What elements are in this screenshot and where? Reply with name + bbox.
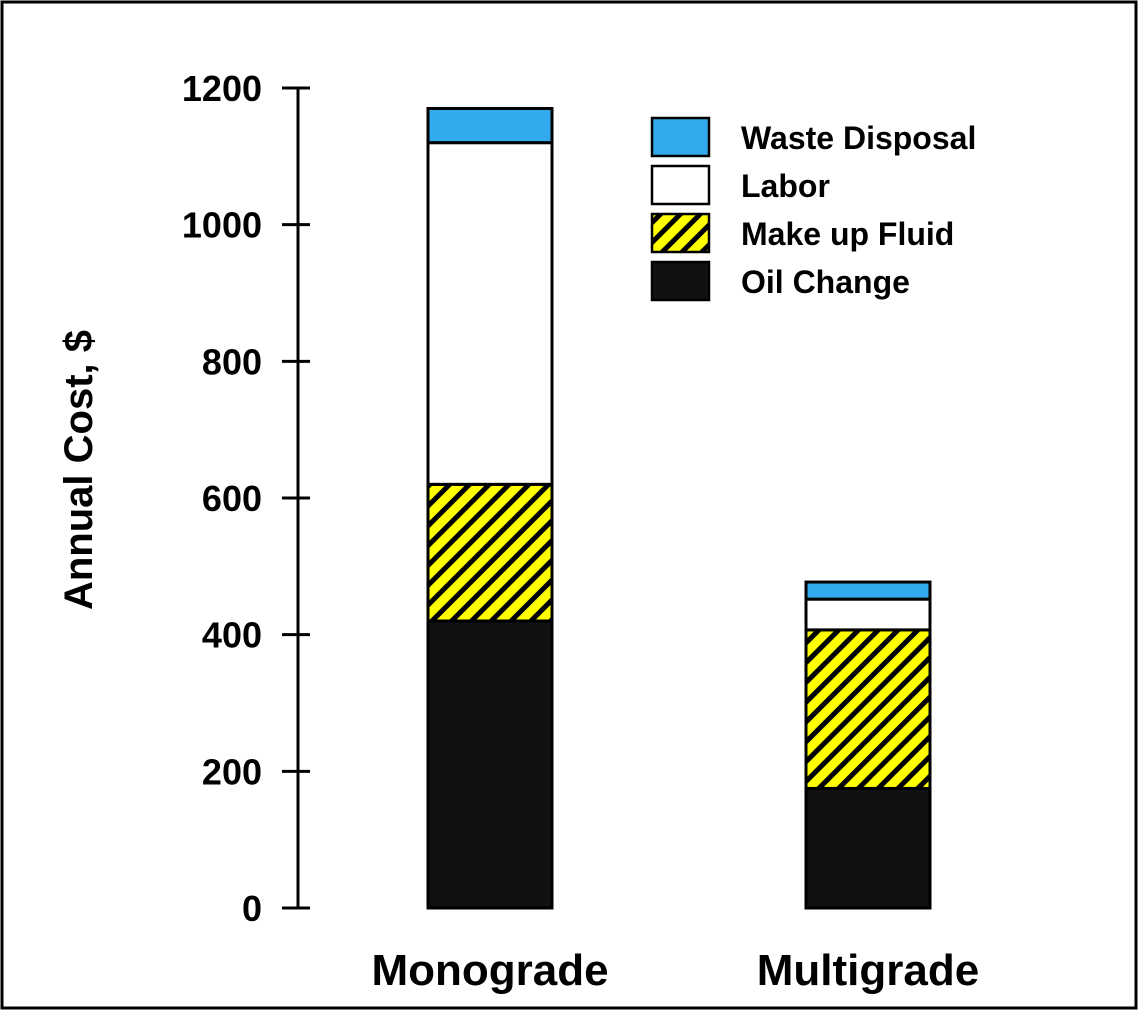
legend-label: Make up Fluid [741,216,954,252]
legend-swatch-waste-disposal [650,116,711,158]
y-tick-label: 800 [202,341,262,382]
y-axis: 0 200 400 600 800 1000 1200 [182,68,310,929]
bar-segment-oil-change [426,619,554,910]
legend-label: Oil Change [741,264,910,300]
bar-segment-make-up-fluid [426,482,554,623]
y-tick-label: 1200 [182,68,262,109]
legend-swatch-make-up-fluid [650,212,711,254]
bar-segment-waste-disposal [804,580,932,601]
x-category-label: Multigrade [757,946,979,995]
bar-segment-labor [804,597,932,632]
legend-swatch-oil-change [650,260,711,302]
bar-segment-labor [426,141,554,486]
bar-segment-make-up-fluid [804,628,932,790]
legend: Waste Disposal Labor Make up Fluid Oil Chan… [650,116,976,302]
y-tick-label: 400 [202,615,262,656]
y-tick-label: 600 [202,478,262,519]
y-tick-label: 0 [242,888,262,929]
legend-label: Waste Disposal [741,120,976,156]
bars: Monograde Multigrade [371,107,979,995]
bar-segment-oil-change [804,786,932,910]
y-axis-title: Annual Cost, $ [57,330,101,610]
legend-swatch-labor [650,164,711,206]
legend-label: Labor [741,168,830,204]
y-tick-label: 1000 [182,205,262,246]
y-tick-label: 200 [202,751,262,792]
bar-segment-waste-disposal [426,107,554,145]
x-category-label: Monograde [371,946,608,995]
